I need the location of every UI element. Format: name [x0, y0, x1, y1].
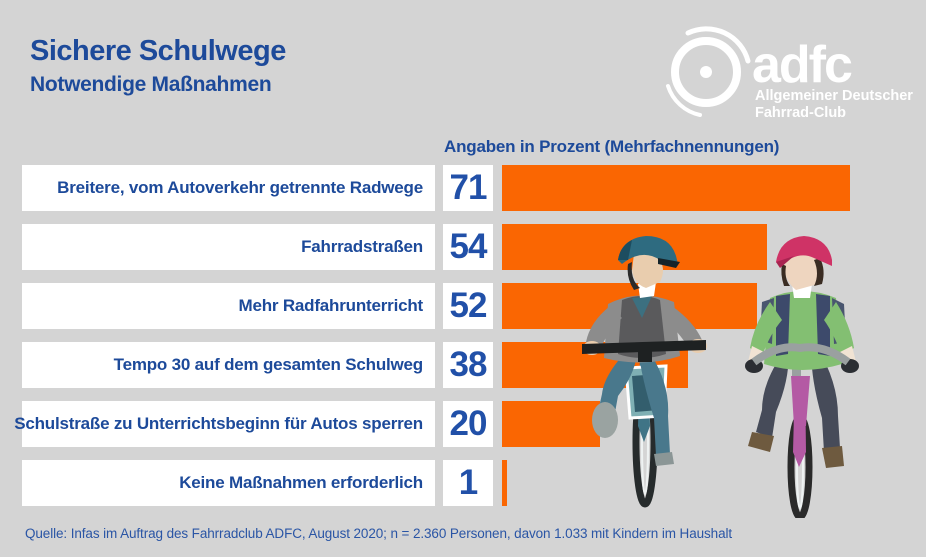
- row-label-box: Breitere, vom Autoverkehr getrennte Radw…: [22, 165, 435, 211]
- row-label: Tempo 30 auf dem gesamten Schulweg: [113, 355, 424, 374]
- row-label-box: Fahrradstraßen: [22, 224, 435, 270]
- row-bar: [502, 283, 757, 329]
- chart-row: Keine Maßnahmen erforderlich 1: [0, 460, 926, 506]
- chart-row: Schulstraße zu Unterrichtsbeginn für Aut…: [0, 401, 926, 447]
- title-block: Sichere Schulwege Notwendige Maßnahmen: [30, 35, 286, 97]
- chart-row: Mehr Radfahrunterricht 52: [0, 283, 926, 329]
- row-label-box: Keine Maßnahmen erforderlich: [22, 460, 435, 506]
- row-label-box: Mehr Radfahrunterricht: [22, 283, 435, 329]
- row-value: 71: [449, 168, 488, 207]
- adfc-logo: adfc Allgemeiner Deutscher Fahrrad-Club: [660, 16, 915, 136]
- row-value-box: 71: [443, 165, 493, 211]
- row-value: 1: [458, 463, 478, 502]
- row-value-box: 52: [443, 283, 493, 329]
- row-value: 52: [449, 286, 488, 325]
- source-note: Quelle: Infas im Auftrag des Fahrradclub…: [25, 526, 733, 541]
- adfc-wheel-icon: [666, 26, 751, 117]
- row-value-box: 20: [443, 401, 493, 447]
- row-value-box: 1: [443, 460, 493, 506]
- row-bar: [502, 165, 850, 211]
- adfc-wordmark: adfc: [752, 36, 852, 94]
- adfc-line2: Fahrrad-Club: [755, 105, 846, 121]
- row-label: Fahrradstraßen: [301, 237, 423, 256]
- row-bar: [502, 460, 507, 506]
- row-value: 54: [449, 227, 488, 266]
- page-subtitle: Notwendige Maßnahmen: [30, 72, 272, 96]
- row-label: Schulstraße zu Unterrichtsbeginn für Aut…: [14, 414, 423, 433]
- row-bar: [502, 224, 767, 270]
- chart-row: Fahrradstraßen 54: [0, 224, 926, 270]
- row-label-box: Tempo 30 auf dem gesamten Schulweg: [22, 342, 435, 388]
- page-title: Sichere Schulwege: [30, 35, 286, 67]
- row-value: 20: [449, 404, 488, 443]
- chart-row: Tempo 30 auf dem gesamten Schulweg 38: [0, 342, 926, 388]
- row-value: 38: [449, 345, 488, 384]
- row-value-box: 54: [443, 224, 493, 270]
- row-label-box: Schulstraße zu Unterrichtsbeginn für Aut…: [14, 401, 435, 447]
- row-label: Mehr Radfahrunterricht: [238, 296, 423, 315]
- row-bar: [502, 401, 600, 447]
- chart-row: Breitere, vom Autoverkehr getrennte Radw…: [0, 165, 926, 211]
- row-value-box: 38: [443, 342, 493, 388]
- adfc-line1: Allgemeiner Deutscher: [755, 88, 913, 104]
- row-label: Keine Maßnahmen erforderlich: [179, 473, 423, 492]
- row-label: Breitere, vom Autoverkehr getrennte Radw…: [57, 178, 423, 197]
- chart-value-header: Angaben in Prozent (Mehrfachnennungen): [444, 137, 780, 156]
- row-bar: [502, 342, 688, 388]
